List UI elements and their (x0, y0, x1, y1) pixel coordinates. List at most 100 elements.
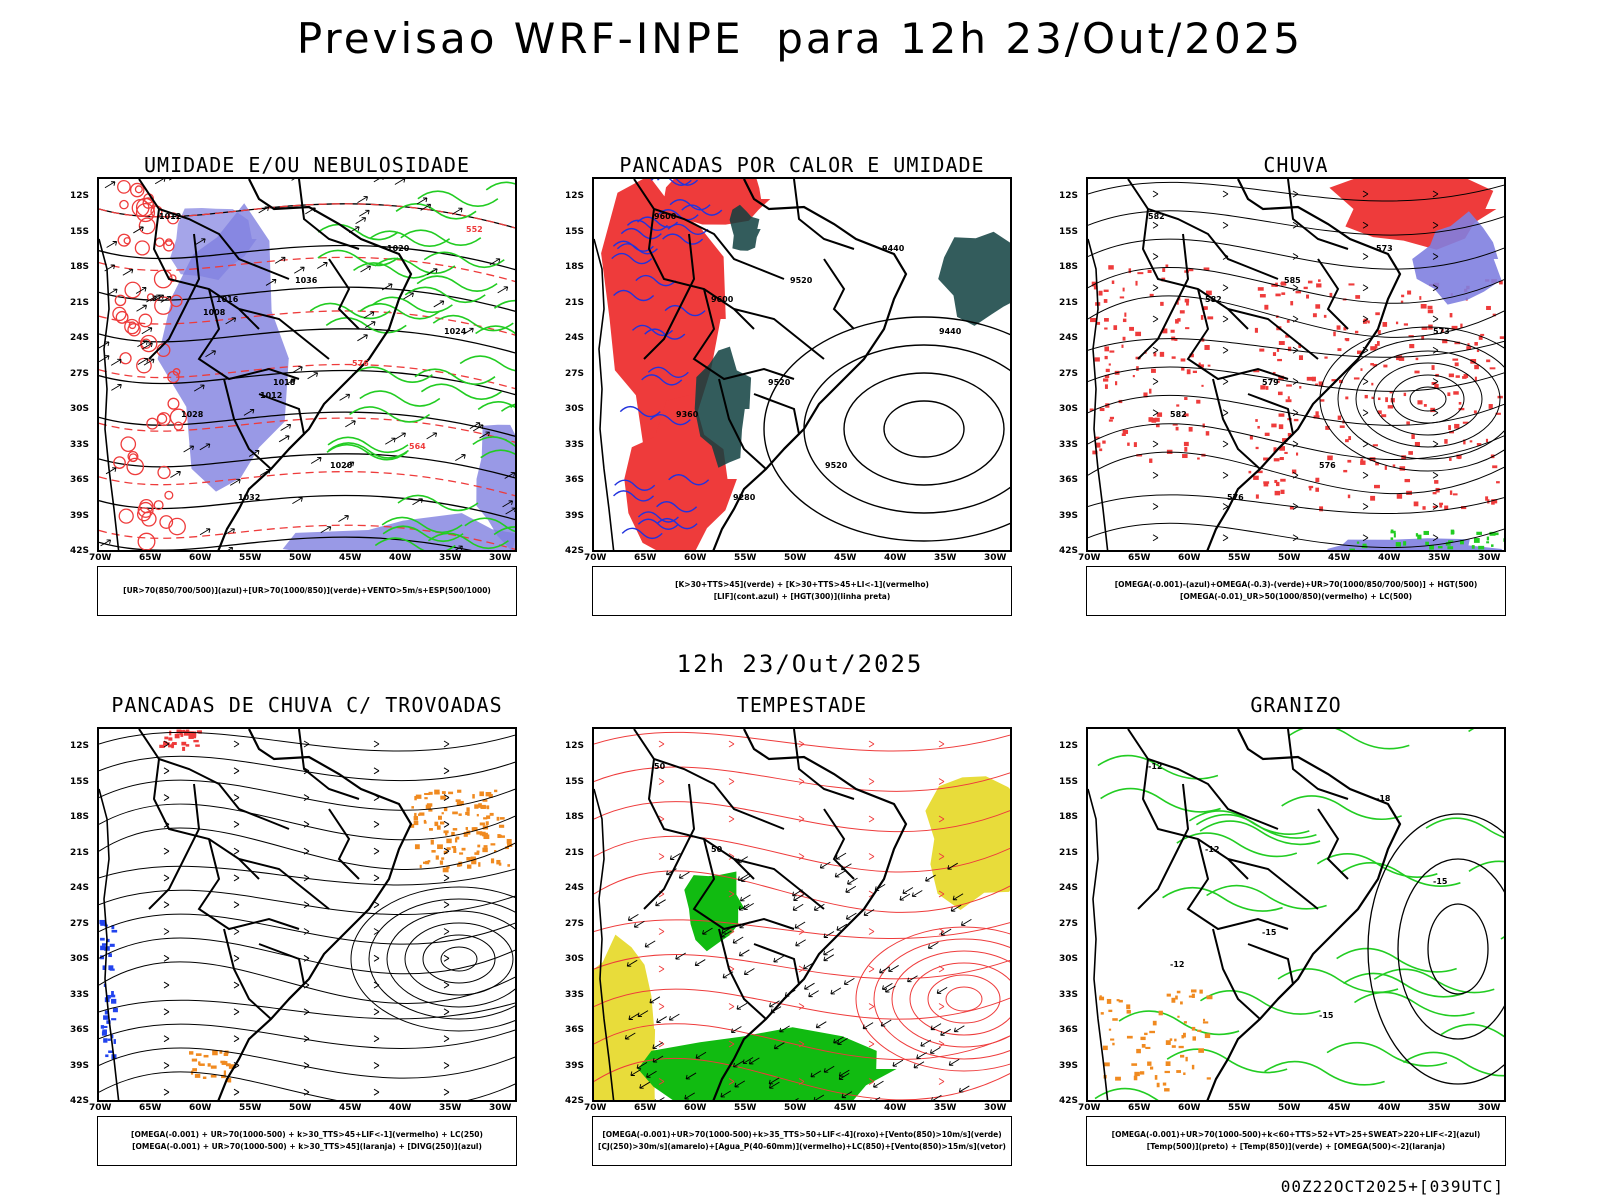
field-speck (100, 923, 106, 926)
humidity-contour (138, 217, 156, 235)
field-speck (1478, 545, 1485, 550)
field-speck (1336, 325, 1341, 330)
field-speck (1176, 404, 1180, 407)
wind-vector (794, 1097, 799, 1100)
field-speck (1303, 286, 1308, 290)
field-speck (1100, 1012, 1104, 1015)
field-speck (1171, 997, 1176, 1003)
field-speck (189, 731, 193, 736)
field-speck (1406, 421, 1410, 425)
wind-vector (743, 968, 755, 976)
field-speck (112, 1007, 118, 1013)
lat-tick-label: 24S (70, 883, 90, 893)
wind-vector (702, 927, 713, 935)
field-speck (1325, 425, 1330, 430)
field-speck (434, 821, 439, 827)
streamline-arrow (233, 901, 240, 909)
wind-vector (170, 471, 181, 478)
wind-vector (836, 923, 848, 931)
streamline-arrow (798, 1003, 805, 1010)
country-border (793, 729, 855, 800)
humidity-contour (168, 517, 186, 536)
field-speck (1183, 413, 1189, 417)
contour-label: 585 (1284, 276, 1301, 285)
lat-tick-label: 24S (565, 333, 585, 343)
field-speck (498, 834, 502, 837)
field-speck (1369, 457, 1376, 462)
streamline-arrow (868, 1040, 875, 1048)
streamline-arrow (1222, 221, 1229, 229)
field-speck (1165, 1040, 1171, 1045)
streamline-arrow (798, 928, 805, 935)
field-speck (455, 836, 460, 840)
field-speck (1205, 431, 1210, 436)
wind-vector (433, 300, 445, 308)
field-speck (1104, 374, 1110, 379)
lat-tick-label: 24S (1059, 883, 1079, 893)
contour-label: 50 (711, 845, 723, 854)
contour-label: 564 (409, 442, 426, 451)
contour-label: -18 (1376, 794, 1391, 803)
field-speck (1162, 1082, 1167, 1086)
humidity-contour (328, 442, 409, 459)
wind-vector (958, 1085, 970, 1093)
field-speck (1284, 451, 1288, 454)
field-shading (938, 231, 1010, 326)
streamline-arrow (303, 794, 310, 802)
field-speck (168, 737, 173, 741)
field-shading (637, 1027, 897, 1100)
wind-vector (193, 384, 205, 392)
field-speck (482, 847, 488, 853)
lat-tick-label: 39S (1059, 510, 1079, 521)
field-speck (223, 1070, 227, 1076)
panel-title-tempestade: TEMPESTADE (736, 693, 868, 717)
lat-tick-label: 33S (1059, 989, 1079, 1000)
wind-vector (317, 262, 328, 269)
country-border (152, 758, 260, 880)
wind-vector (364, 321, 376, 329)
wind-vector (734, 1080, 746, 1088)
temp850-contour (1343, 972, 1464, 998)
wind-vector (694, 959, 706, 967)
streamline-arrow (1152, 534, 1159, 542)
field-speck (1255, 494, 1259, 499)
isoline (440, 946, 478, 972)
field-speck (1486, 305, 1491, 310)
streamline-arrow (1292, 253, 1299, 260)
field-speck (1383, 364, 1388, 368)
lat-tick-label: 36S (1059, 1025, 1079, 1035)
field-speck (427, 860, 431, 863)
streamline-arrow (443, 767, 450, 775)
field-speck (1413, 501, 1419, 507)
wind-vector (881, 982, 893, 990)
wind-vector (863, 909, 875, 916)
field-speck (466, 807, 470, 812)
wind-vector (105, 467, 117, 475)
field-speck (1202, 1021, 1209, 1024)
field-speck (1105, 403, 1110, 408)
lat-tick-label: 21S (1059, 847, 1079, 858)
contour-label: 1028 (181, 410, 204, 419)
hgt-contour (803, 344, 1010, 514)
field-speck (424, 792, 431, 796)
field-speck (1112, 1018, 1118, 1021)
humidity-contour (477, 401, 515, 410)
lon-tick-label: 50W (784, 553, 807, 563)
field-speck (111, 1018, 117, 1021)
panel-title-pancadas-calor: PANCADAS POR CALOR E UMIDADE (619, 153, 985, 177)
lon-tick-label: 65W (1128, 553, 1151, 563)
field-speck (478, 803, 482, 808)
streamline (99, 961, 515, 1004)
field-speck (1427, 305, 1433, 310)
streamline-arrow (1152, 284, 1159, 292)
legend-line: [Temp(500)](preto) + [Temp(850)](verde) … (1146, 1142, 1446, 1151)
field-speck (1282, 438, 1288, 442)
lat-tick-label: 12S (70, 741, 90, 751)
field-speck (1449, 490, 1453, 495)
coastline-west (1088, 238, 1109, 550)
humidity-contour (423, 251, 505, 269)
wind-vector (885, 985, 896, 993)
lif-contour (613, 289, 655, 302)
humidity-contour (134, 185, 143, 194)
lon-tick-label: 35W (439, 553, 462, 563)
